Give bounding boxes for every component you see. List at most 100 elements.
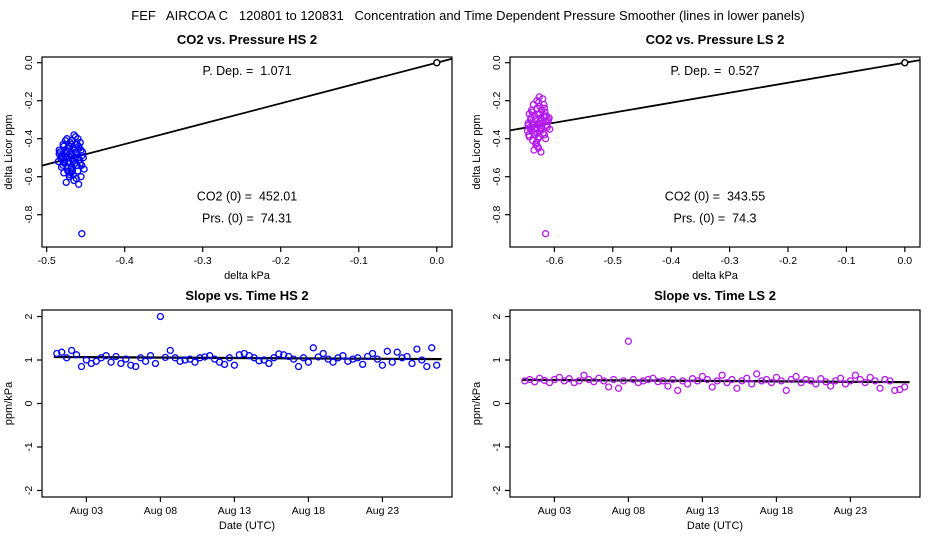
data-point bbox=[102, 352, 110, 360]
data-point bbox=[659, 377, 667, 385]
data-point bbox=[141, 357, 150, 365]
y-tick-label: 0.0 bbox=[491, 55, 503, 70]
x-axis-label: delta kPa bbox=[692, 270, 739, 282]
data-point bbox=[77, 362, 86, 371]
data-point bbox=[359, 360, 367, 369]
y-tick-label: -0.6 bbox=[23, 167, 35, 185]
x-tick-label: -0.5 bbox=[38, 255, 56, 267]
data-point bbox=[703, 375, 711, 384]
data-point bbox=[530, 112, 539, 120]
data-point bbox=[532, 123, 540, 131]
y-axis-label: ppm/kPa bbox=[471, 381, 483, 425]
data-point bbox=[600, 377, 608, 385]
data-point bbox=[580, 371, 588, 379]
data-point bbox=[748, 380, 756, 388]
data-point bbox=[423, 362, 431, 371]
data-point bbox=[112, 352, 120, 361]
data-point bbox=[846, 377, 855, 385]
data-point bbox=[378, 361, 387, 369]
data-point bbox=[674, 386, 682, 395]
y-tick-label: -0.6 bbox=[491, 167, 503, 185]
data-point bbox=[871, 377, 879, 385]
data-point bbox=[537, 148, 545, 156]
data-point bbox=[881, 375, 889, 384]
data-point bbox=[82, 356, 91, 364]
data-point bbox=[166, 346, 174, 355]
data-point bbox=[546, 125, 554, 133]
data-point bbox=[72, 351, 81, 359]
data-point bbox=[772, 373, 781, 382]
x-tick-label: Aug 03 bbox=[538, 505, 571, 517]
x-tick-label: Aug 23 bbox=[834, 505, 867, 517]
y-tick-label: -0.2 bbox=[491, 91, 503, 109]
data-point bbox=[67, 136, 76, 145]
data-point bbox=[624, 337, 633, 345]
data-point bbox=[349, 355, 357, 363]
plot-box bbox=[41, 309, 453, 498]
data-point bbox=[812, 380, 820, 388]
data-point bbox=[368, 349, 377, 358]
data-point bbox=[63, 354, 71, 362]
x-tick-label: -0.3 bbox=[194, 255, 212, 267]
data-point bbox=[55, 150, 63, 158]
data-point bbox=[654, 378, 662, 386]
y-tick-label: -0.4 bbox=[491, 129, 503, 147]
annotation-text: CO2 (0) = 343.55 bbox=[665, 189, 765, 203]
data-point bbox=[408, 359, 416, 368]
panel-title: CO2 vs. Pressure HS 2 bbox=[177, 32, 317, 47]
data-point bbox=[851, 371, 859, 379]
data-point bbox=[309, 344, 317, 352]
annotation-text: P. Dep. = 0.527 bbox=[670, 64, 759, 78]
data-point bbox=[713, 377, 721, 385]
annotation-text: Prs. (0) = 74.31 bbox=[202, 211, 292, 225]
y-tick-label: 2 bbox=[491, 313, 503, 319]
x-tick-label: -0.4 bbox=[662, 255, 680, 267]
panel-co2-vs-pressure-hs2-chart: CO2 vs. Pressure HS 2 -0.5 -0.4 -0.3 -0.2 -0.… bbox=[3, 32, 453, 282]
data-point bbox=[354, 354, 362, 362]
data-point bbox=[718, 371, 726, 379]
data-point bbox=[132, 362, 140, 371]
y-tick-label: -0.8 bbox=[491, 205, 503, 223]
data-point bbox=[398, 354, 406, 362]
y-axis-label: delta Licor ppm bbox=[3, 114, 15, 189]
data-point bbox=[418, 356, 426, 364]
x-tick-label: 0.0 bbox=[898, 255, 913, 267]
data-point bbox=[614, 384, 623, 392]
data-point bbox=[534, 110, 542, 118]
data-point bbox=[649, 374, 657, 382]
x-tick-label: -0.2 bbox=[272, 255, 290, 267]
data-point bbox=[265, 359, 273, 368]
data-point bbox=[339, 352, 347, 360]
x-tick-label: -0.2 bbox=[779, 255, 797, 267]
annotation-text: CO2 (0) = 452.01 bbox=[197, 189, 297, 203]
y-tick-label: 1 bbox=[23, 357, 35, 363]
data-point bbox=[206, 352, 214, 360]
data-point bbox=[60, 159, 69, 168]
figure-title: FEF AIRCOA C 120801 to 120831 Concentrat… bbox=[131, 8, 805, 23]
data-point bbox=[75, 180, 83, 188]
data-point bbox=[802, 375, 810, 384]
data-point bbox=[528, 127, 536, 135]
data-point bbox=[753, 370, 761, 378]
data-point bbox=[270, 354, 278, 362]
data-point bbox=[235, 351, 243, 359]
data-point bbox=[70, 176, 78, 185]
annotation-text: Prs. (0) = 74.3 bbox=[673, 211, 756, 225]
data-point bbox=[575, 377, 583, 385]
data-point bbox=[433, 361, 441, 369]
data-point bbox=[72, 150, 80, 158]
data-point bbox=[590, 378, 598, 386]
data-point bbox=[314, 353, 322, 361]
panel-co2-vs-pressure-ls2-chart: CO2 vs. Pressure LS 2 -0.6 -0.5 -0.4 -0.3 -0.… bbox=[471, 32, 921, 282]
data-point bbox=[861, 378, 869, 387]
y-tick-label: 2 bbox=[23, 313, 35, 319]
data-point bbox=[733, 384, 741, 392]
x-tick-label: 0.0 bbox=[429, 255, 444, 267]
data-point bbox=[68, 167, 77, 175]
data-point bbox=[388, 358, 396, 366]
annotation-text: P. Dep. = 1.071 bbox=[202, 64, 291, 78]
data-point bbox=[59, 140, 67, 149]
plot-box bbox=[509, 309, 921, 498]
data-point bbox=[201, 353, 209, 361]
